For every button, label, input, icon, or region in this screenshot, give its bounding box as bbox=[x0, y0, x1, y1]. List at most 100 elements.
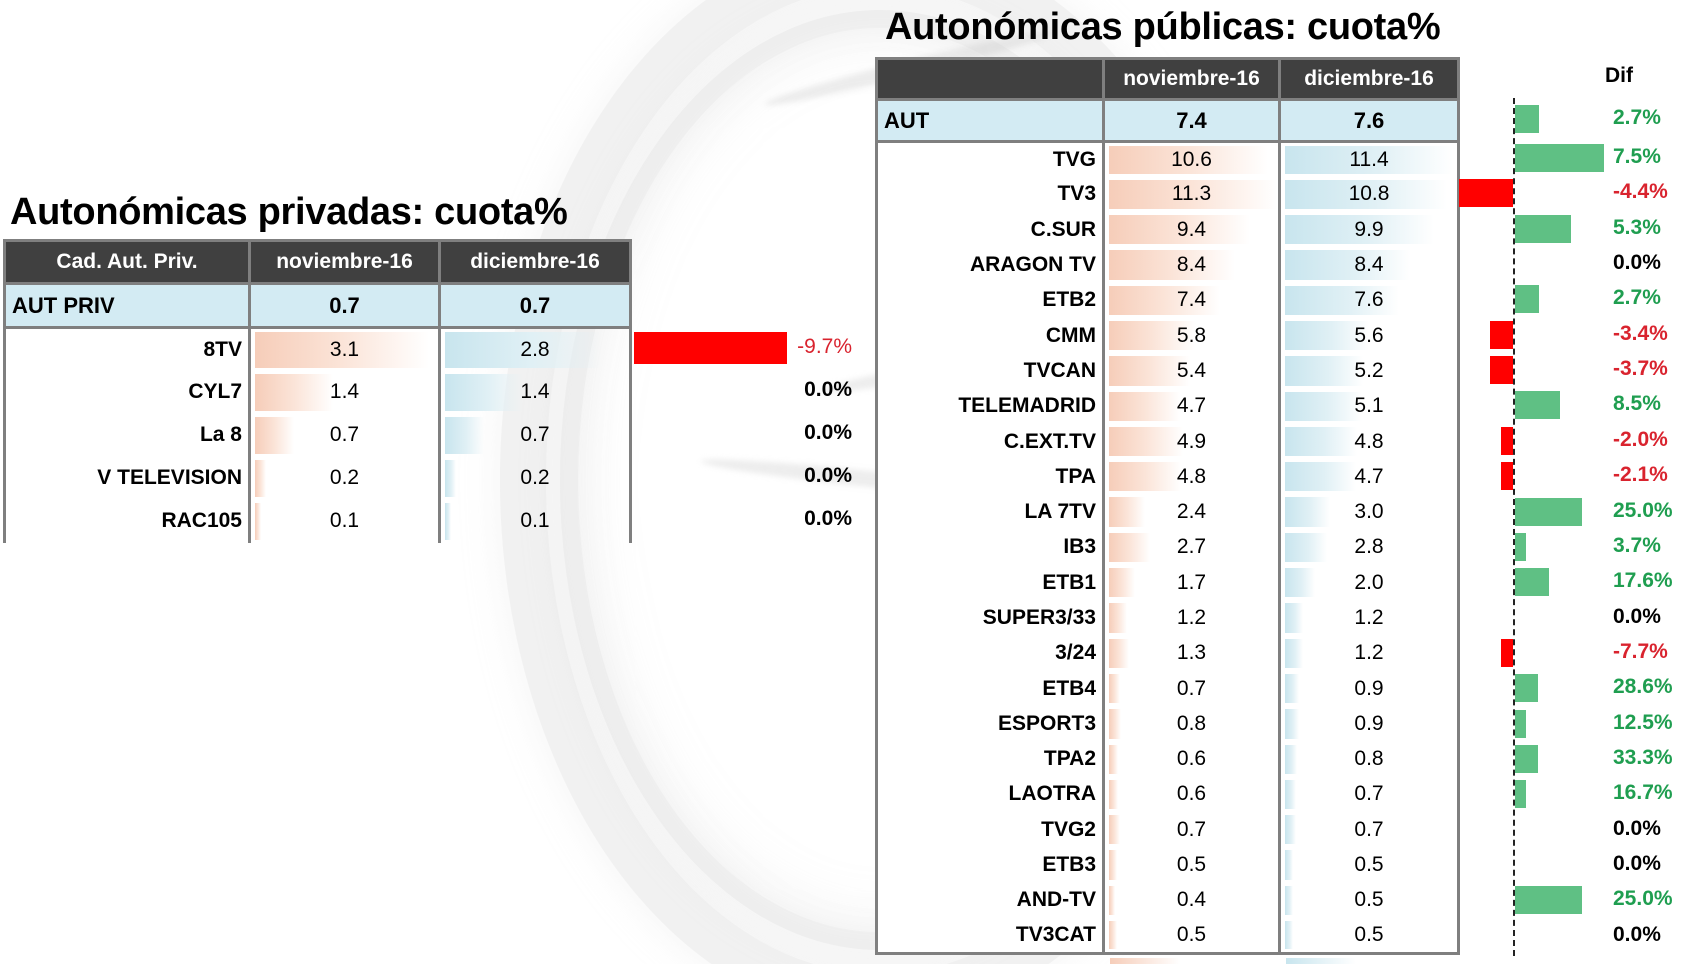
data-bar bbox=[445, 459, 457, 497]
share-nov-cell: 4.9 bbox=[1103, 423, 1281, 460]
data-bar bbox=[1285, 673, 1299, 704]
dif-value: 0.0% bbox=[1613, 816, 1661, 840]
data-bar bbox=[1285, 250, 1411, 280]
share-value: 10.8 bbox=[1348, 182, 1390, 206]
share-dic-cell: 0.5 bbox=[1279, 847, 1460, 883]
table-row: ETB3 0.5 0.5 bbox=[875, 847, 1460, 883]
data-bar bbox=[445, 416, 485, 454]
dif-value: -3.4% bbox=[1613, 321, 1668, 345]
data-bar bbox=[445, 332, 602, 368]
dif-zero-axis bbox=[1513, 98, 1515, 956]
share-dic-cell: 5.1 bbox=[1279, 388, 1460, 424]
dif-value: -4.4% bbox=[1613, 180, 1668, 204]
share-nov-cell: 1.7 bbox=[1103, 565, 1281, 601]
share-value: 4.7 bbox=[1176, 394, 1207, 418]
dif-column-header: Dif bbox=[1605, 64, 1633, 87]
share-value: 0.5 bbox=[1354, 853, 1384, 877]
share-dic-cell: 0.8 bbox=[1279, 741, 1460, 777]
table-header-row: noviembre-16 diciembre-16 bbox=[875, 57, 1460, 101]
total-row: AUT PRIV 0.7 0.7 bbox=[3, 282, 632, 329]
table-row: TELEMADRID 4.7 5.1 bbox=[875, 388, 1460, 424]
share-value: 0.5 bbox=[1176, 922, 1207, 946]
share-value: 0.4 bbox=[1176, 888, 1207, 912]
channel-name: ARAGON TV bbox=[875, 247, 1105, 283]
data-bar bbox=[1109, 250, 1235, 280]
share-nov-cell: 0.8 bbox=[1103, 706, 1281, 742]
share-value: 3.0 bbox=[1354, 500, 1384, 524]
total-name: AUT PRIV bbox=[3, 282, 251, 329]
col-header-nov: noviembre-16 bbox=[1102, 57, 1281, 101]
dif-bar-positive bbox=[1515, 105, 1539, 133]
data-bar bbox=[1285, 391, 1362, 421]
share-value: 2.7 bbox=[1176, 535, 1207, 559]
share-value: 0.2 bbox=[329, 466, 360, 489]
share-dic-cell: 0.5 bbox=[1279, 918, 1460, 954]
share-value: 5.8 bbox=[1176, 323, 1207, 347]
dif-value: 28.6% bbox=[1613, 675, 1673, 699]
share-value: 0.8 bbox=[1354, 747, 1384, 771]
share-dic-cell: 0.1 bbox=[439, 499, 632, 543]
dif-bar-positive bbox=[1515, 568, 1549, 597]
share-nov-cell: 11.3 bbox=[1103, 176, 1281, 213]
share-nov-cell: 0.7 bbox=[1103, 812, 1281, 848]
data-bar bbox=[255, 502, 261, 540]
share-value: 0.7 bbox=[1354, 782, 1384, 806]
share-value: 0.6 bbox=[1176, 747, 1207, 771]
data-bar bbox=[1109, 815, 1120, 845]
share-value: 7.6 bbox=[1354, 288, 1384, 312]
dif-bar-negative bbox=[1501, 426, 1513, 455]
total-name: AUT bbox=[875, 98, 1105, 143]
share-dic-cell: 0.5 bbox=[1279, 882, 1460, 919]
share-value: 0.5 bbox=[1354, 888, 1384, 912]
data-bar bbox=[1285, 885, 1293, 916]
data-bar bbox=[1109, 462, 1181, 492]
dif-bar-positive bbox=[1515, 285, 1539, 314]
share-nov-cell: 7.4 bbox=[1103, 282, 1281, 318]
share-nov-cell: 0.5 bbox=[1103, 918, 1281, 954]
share-dic-cell: 4.8 bbox=[1279, 423, 1460, 460]
table-row: CYL7 1.4 1.4 bbox=[3, 370, 632, 414]
share-value: 2.4 bbox=[1176, 500, 1207, 524]
share-value: 0.1 bbox=[329, 509, 360, 532]
share-value: 0.5 bbox=[1176, 853, 1207, 877]
data-bar bbox=[1285, 215, 1434, 245]
share-nov-cell: 5.8 bbox=[1103, 317, 1281, 354]
share-value: 0.7 bbox=[1176, 817, 1207, 841]
share-value: 0.9 bbox=[1354, 711, 1384, 735]
dif-bar-positive bbox=[1515, 497, 1582, 526]
share-dic-cell: 4.7 bbox=[1279, 459, 1460, 495]
share-value: 4.8 bbox=[1176, 464, 1207, 488]
share-nov-cell: 1.2 bbox=[1103, 600, 1281, 636]
share-value: 2.8 bbox=[1354, 535, 1384, 559]
table-row: V TELEVISION 0.2 0.2 bbox=[3, 456, 632, 500]
share-value: 0.5 bbox=[1354, 922, 1384, 946]
dif-value: -7.7% bbox=[1613, 639, 1668, 663]
dif-bar-positive bbox=[1515, 886, 1582, 915]
channel-name: TVG2 bbox=[875, 812, 1105, 848]
table-row: La 8 0.7 0.7 bbox=[3, 413, 632, 457]
channel-name: ETB2 bbox=[875, 282, 1105, 318]
share-value: 10.6 bbox=[1171, 147, 1212, 171]
data-bar bbox=[255, 332, 429, 368]
share-dic-cell: 0.7 bbox=[439, 413, 632, 457]
dif-value: 25.0% bbox=[1613, 498, 1673, 522]
total-dic: 0.7 bbox=[438, 282, 632, 329]
share-value: 4.9 bbox=[1176, 429, 1207, 453]
table-row: TV3CAT 0.5 0.5 bbox=[875, 918, 1460, 954]
table-row: SUPER3/33 1.2 1.2 bbox=[875, 600, 1460, 636]
share-value: 1.3 bbox=[1176, 641, 1207, 665]
share-value: 0.9 bbox=[1354, 676, 1384, 700]
dif-bar-positive bbox=[1515, 744, 1538, 773]
data-bar bbox=[1109, 850, 1117, 880]
table-row: CMM 5.8 5.6 bbox=[875, 317, 1460, 354]
table-row: TVCAN 5.4 5.2 bbox=[875, 353, 1460, 389]
share-dic-cell: 3.0 bbox=[1279, 494, 1460, 530]
channel-name: IB3 bbox=[875, 529, 1105, 566]
share-nov-cell: 1.4 bbox=[249, 370, 441, 414]
col-header-dic: diciembre-16 bbox=[438, 239, 632, 285]
total-nov: 0.7 bbox=[248, 282, 441, 329]
channel-name: TELEMADRID bbox=[875, 388, 1105, 424]
share-value: 1.4 bbox=[520, 380, 550, 403]
channel-name: CYL7 bbox=[3, 370, 251, 414]
data-bar bbox=[1109, 320, 1196, 351]
